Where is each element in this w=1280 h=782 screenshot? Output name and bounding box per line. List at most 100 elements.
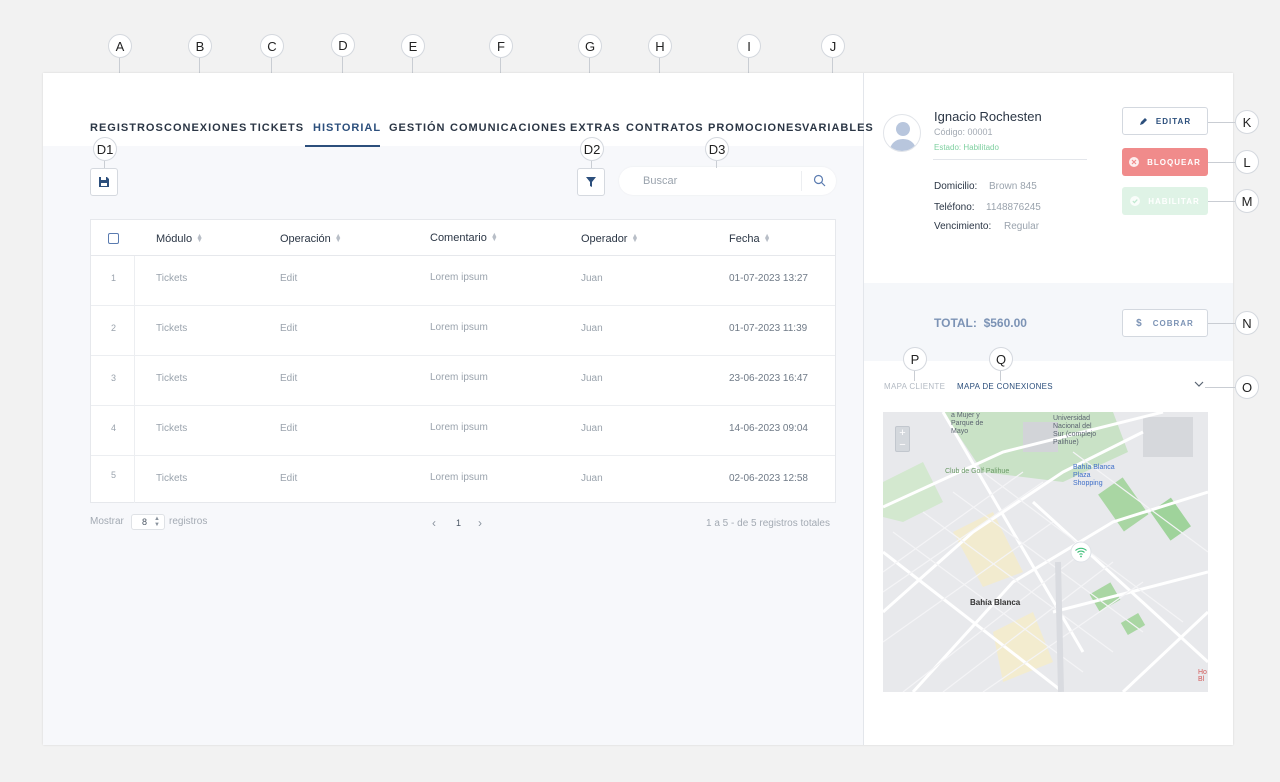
vencimiento-label: Vencimiento: — [934, 221, 992, 232]
tab-comunicaciones[interactable]: COMUNICACIONES — [450, 122, 567, 134]
connections-map[interactable]: + − a Mujer y Parque de Mayo Universidad … — [883, 412, 1208, 692]
tab-promociones[interactable]: PROMOCIONES — [708, 122, 803, 134]
callout-q-line — [1000, 371, 1001, 381]
domicilio-value: Brown 845 — [989, 181, 1037, 192]
edit-button[interactable]: EDITAR — [1122, 107, 1208, 135]
cell-fecha: 14-06-2023 09:04 — [729, 423, 808, 434]
callout-l-line — [1208, 162, 1235, 163]
save-icon — [99, 177, 109, 187]
row-divider — [91, 405, 835, 406]
map-label-park: a Mujer y Parque de Mayo — [951, 412, 984, 435]
records-label: registros — [169, 516, 208, 527]
callout-o-line — [1205, 387, 1235, 388]
cell-comentario: Lorem ipsum — [430, 322, 488, 333]
callout-m: M — [1235, 189, 1259, 213]
table-row[interactable]: 5 Tickets Edit Lorem ipsum Juan 02-06-20… — [91, 456, 835, 503]
page-size-select[interactable]: 8 ▲ ▼ — [131, 514, 165, 530]
tab-gestion[interactable]: GESTIÓN — [389, 122, 446, 134]
cell-comentario: Lorem ipsum — [430, 472, 488, 483]
chevron-down-icon[interactable] — [1193, 378, 1205, 390]
next-page-icon[interactable]: › — [478, 516, 482, 530]
filter-button[interactable] — [577, 168, 605, 196]
client-name: Ignacio Rochesten — [934, 109, 1042, 124]
callout-q: Q — [989, 347, 1013, 371]
search-icon[interactable] — [813, 174, 826, 187]
column-label: Comentario — [430, 232, 487, 244]
callout-c: C — [260, 34, 284, 58]
callout-k: K — [1235, 110, 1259, 134]
callout-n-line — [1208, 323, 1235, 324]
dollar-icon: $ — [1136, 317, 1143, 329]
callout-d: D — [331, 33, 355, 57]
map-canvas — [883, 412, 1208, 692]
table-row[interactable]: 3 Tickets Edit Lorem ipsum Juan 23-06-20… — [91, 356, 835, 406]
cell-modulo: Tickets — [156, 473, 188, 484]
tab-mapa-cliente[interactable]: MAPA CLIENTE — [884, 382, 946, 391]
prev-page-icon[interactable]: ‹ — [432, 516, 436, 530]
tab-tickets[interactable]: TICKETS — [250, 122, 305, 134]
total-amount: TOTAL: $560.00 — [934, 316, 1027, 330]
search-input[interactable] — [643, 167, 793, 195]
cell-comentario: Lorem ipsum — [430, 272, 488, 283]
column-label: Operador — [581, 233, 628, 245]
user-icon — [889, 122, 917, 151]
column-header-comentario[interactable]: Comentario ▲ ▼ — [430, 232, 498, 244]
tab-extras[interactable]: EXTRAS — [570, 122, 621, 134]
callout-p-line — [914, 371, 915, 381]
map-label-university: Universidad Nacional del Sur (complejo P… — [1053, 415, 1097, 446]
table-row[interactable]: 2 Tickets Edit Lorem ipsum Juan 01-07-20… — [91, 306, 835, 356]
cell-operacion: Edit — [280, 323, 298, 334]
cell-operador: Juan — [581, 273, 603, 284]
callout-d1: D1 — [93, 137, 117, 161]
current-page[interactable]: 1 — [456, 518, 462, 528]
callout-p: P — [903, 347, 927, 371]
column-header-fecha[interactable]: Fecha ▲ ▼ — [729, 233, 771, 245]
sort-icon: ▲ ▼ — [490, 232, 498, 243]
header-divider — [91, 255, 835, 256]
callout-o: O — [1235, 375, 1259, 399]
index-column-divider — [134, 256, 135, 503]
tab-mapa-conexiones[interactable]: MAPA DE CONEXIONES — [957, 382, 1053, 391]
callout-a: A — [108, 34, 132, 58]
charge-label: COBRAR — [1152, 318, 1194, 328]
block-label: BLOQUEAR — [1147, 157, 1201, 167]
tab-registros[interactable]: REGISTROS — [90, 122, 164, 134]
save-button[interactable] — [90, 168, 118, 196]
wifi-marker-icon[interactable] — [1070, 541, 1092, 563]
map-zoom-control[interactable]: + − — [895, 426, 910, 452]
tab-variables[interactable]: VARIABLES — [802, 122, 874, 134]
cell-operador: Juan — [581, 323, 603, 334]
search-box — [619, 167, 836, 195]
main-panel: REGISTROS CONEXIONES TICKETS HISTORIAL G… — [43, 73, 1233, 745]
vencimiento-value: Regular — [1004, 221, 1040, 232]
map-label-hotel: Ho Bl — [1198, 669, 1207, 683]
callout-d2: D2 — [580, 137, 604, 161]
enable-button[interactable]: HABILITAR — [1122, 187, 1208, 215]
sort-icon: ▲ ▼ — [196, 233, 204, 244]
table-row[interactable]: 1 Tickets Edit Lorem ipsum Juan 01-07-20… — [91, 256, 835, 306]
row-number: 1 — [111, 273, 117, 283]
filter-icon — [586, 177, 596, 187]
tab-conexiones[interactable]: CONEXIONES — [164, 122, 248, 134]
records-summary: 1 a 5 - de 5 registros totales — [706, 518, 830, 529]
callout-g: G — [578, 34, 602, 58]
tab-historial[interactable]: HISTORIAL — [313, 122, 382, 134]
client-status: Estado: Habilitado — [934, 143, 999, 152]
charge-button[interactable]: $ COBRAR — [1122, 309, 1208, 337]
column-header-operador[interactable]: Operador ▲ ▼ — [581, 233, 638, 245]
select-all-checkbox[interactable] — [108, 233, 119, 244]
table-row[interactable]: 4 Tickets Edit Lorem ipsum Juan 14-06-20… — [91, 406, 835, 456]
avatar — [883, 114, 921, 152]
column-label: Operación — [280, 233, 331, 245]
column-header-operacion[interactable]: Operación ▲ ▼ — [280, 233, 342, 245]
tab-contratos[interactable]: CONTRATOS — [626, 122, 704, 134]
show-label: Mostrar — [90, 516, 124, 527]
cell-operador: Juan — [581, 373, 603, 384]
total-value: $560.00 — [983, 316, 1027, 330]
callout-h: H — [648, 34, 672, 58]
callout-m-line — [1208, 201, 1235, 202]
block-button[interactable]: BLOQUEAR — [1122, 148, 1208, 176]
row-divider — [91, 355, 835, 356]
column-header-modulo[interactable]: Módulo ▲ ▼ — [156, 233, 203, 245]
callout-k-line — [1208, 122, 1235, 123]
